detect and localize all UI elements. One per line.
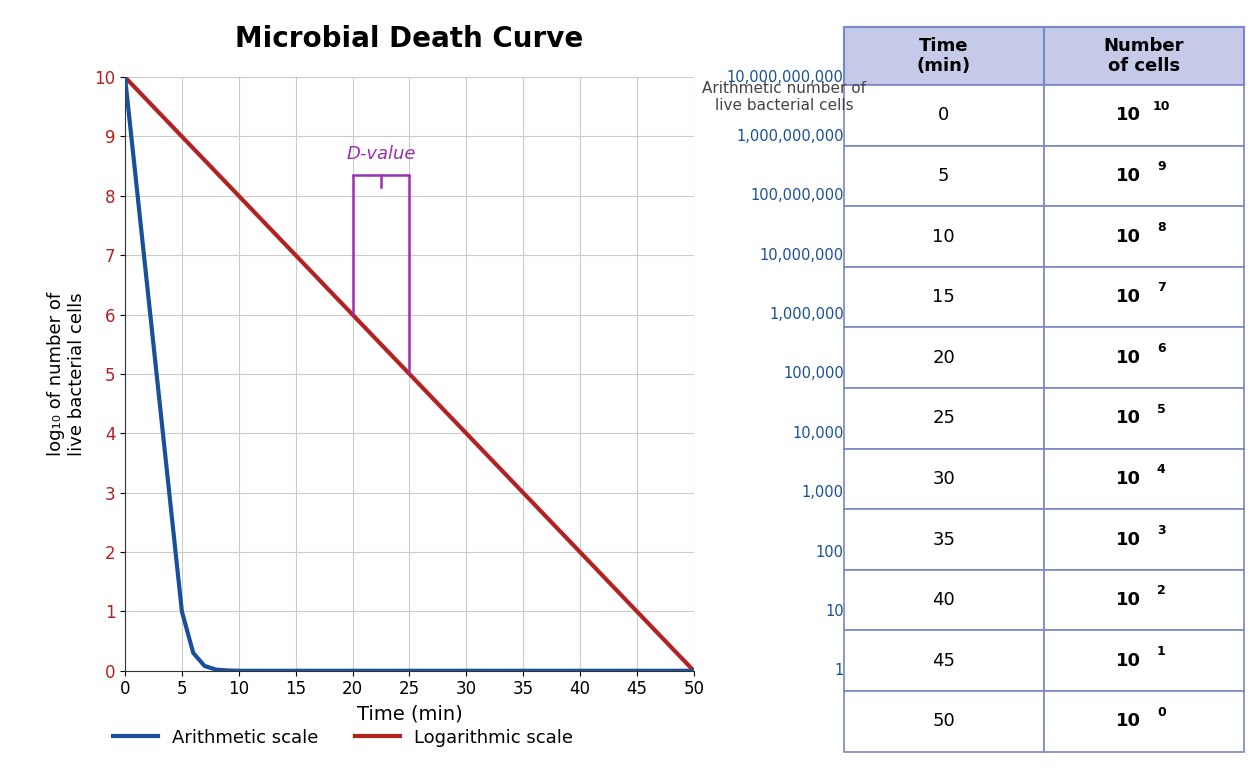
Text: 9: 9 (1158, 160, 1165, 173)
Text: 10: 10 (1116, 470, 1141, 488)
Text: 45: 45 (932, 651, 955, 670)
Text: Time
(min): Time (min) (916, 36, 971, 76)
Text: 1: 1 (1158, 645, 1165, 658)
Text: 35: 35 (932, 530, 955, 549)
Text: 0: 0 (938, 106, 950, 124)
Text: 10,000,000: 10,000,000 (760, 247, 844, 263)
Text: 10: 10 (1116, 227, 1141, 245)
Text: Arithmetic number of
live bacterial cells: Arithmetic number of live bacterial cell… (703, 81, 866, 113)
Text: 5: 5 (938, 167, 950, 185)
Text: 10: 10 (1116, 712, 1141, 730)
Text: D-value: D-value (346, 145, 416, 163)
X-axis label: Time (min): Time (min) (356, 704, 462, 723)
Text: 20: 20 (932, 348, 955, 367)
Text: 4: 4 (1158, 463, 1165, 476)
Text: 50: 50 (932, 712, 955, 730)
Text: 10: 10 (1116, 348, 1141, 367)
Text: 10: 10 (1116, 530, 1141, 549)
Text: 30: 30 (932, 470, 955, 488)
Text: 10: 10 (1116, 288, 1141, 306)
Text: Number
of cells: Number of cells (1104, 36, 1184, 76)
Text: 0: 0 (1158, 705, 1165, 719)
Text: 3: 3 (1158, 524, 1165, 537)
Text: 10: 10 (1152, 99, 1170, 113)
Text: 5: 5 (1158, 402, 1165, 416)
Text: 10: 10 (932, 227, 955, 245)
Text: 1,000,000: 1,000,000 (769, 307, 844, 322)
Text: 6: 6 (1158, 342, 1165, 355)
Text: 1,000: 1,000 (801, 485, 844, 500)
Text: 1,000,000,000: 1,000,000,000 (736, 129, 844, 144)
Text: 25: 25 (932, 409, 955, 427)
Text: 10,000,000,000: 10,000,000,000 (728, 69, 844, 85)
Text: 40: 40 (932, 591, 955, 609)
Y-axis label: log₁₀ of number of
live bacterial cells: log₁₀ of number of live bacterial cells (48, 292, 86, 456)
Text: 10: 10 (825, 604, 844, 619)
Text: 2: 2 (1158, 584, 1165, 598)
Text: 100,000: 100,000 (782, 366, 844, 382)
Text: 100,000,000: 100,000,000 (750, 188, 844, 204)
Text: Microbial Death Curve: Microbial Death Curve (235, 25, 584, 52)
Text: 1: 1 (835, 663, 844, 678)
Text: 15: 15 (932, 288, 955, 306)
Text: 10: 10 (1116, 651, 1141, 670)
Text: 10,000: 10,000 (792, 426, 844, 441)
Legend: Arithmetic scale, Logarithmic scale: Arithmetic scale, Logarithmic scale (105, 722, 581, 754)
Text: 8: 8 (1158, 221, 1165, 234)
Text: 7: 7 (1158, 281, 1165, 295)
Text: 10: 10 (1116, 106, 1141, 124)
Text: 10: 10 (1116, 167, 1141, 185)
Text: 100: 100 (816, 544, 844, 560)
Text: 10: 10 (1116, 591, 1141, 609)
Text: 10: 10 (1116, 409, 1141, 427)
